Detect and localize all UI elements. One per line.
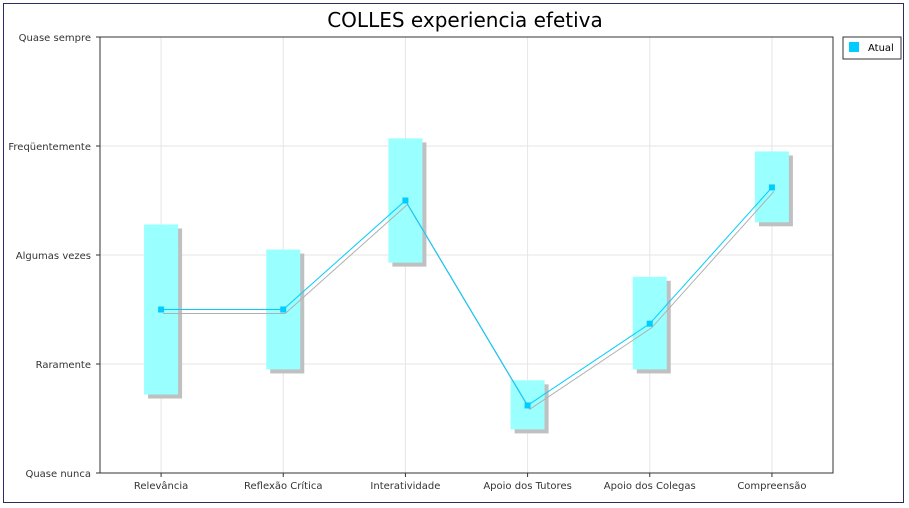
x-tick-label: Reflexão Crítica [244,480,322,492]
y-tick-label: Algumas vezes [16,251,91,262]
legend-label: Atual [868,43,894,54]
x-tick-label: Apoio dos Tutores [483,481,571,492]
y-axis-tick-labels: Quase nunca Raramente Algumas vezes Freqüen… [8,33,91,480]
y-tick-label: Quase sempre [19,33,91,44]
y-tick-label: Quase nunca [25,469,91,480]
legend-swatch [849,42,859,52]
y-tick-label: Freqüentemente [8,142,91,153]
legend: Atual [842,36,902,60]
x-axis-tick-labels: Relevância Reflexão Crítica Interatividade… [134,480,807,492]
series-points [158,184,775,409]
range-boxes [144,138,793,434]
data-point [158,306,165,313]
x-tick-label: Interatividade [370,481,440,492]
chart-title: COLLES experiencia efetiva [327,8,603,32]
data-point [768,184,775,191]
grid-lines [96,36,833,477]
x-tick-label: Relevância [134,480,188,492]
x-tick-label: Compreensão [737,481,806,492]
plot-area-border [99,36,834,474]
series-line [161,187,775,411]
series-line-shadow [163,191,775,411]
y-tick-label: Raramente [36,360,91,371]
x-tick-label: Apoio dos Colegas [604,481,696,492]
data-point [402,197,409,204]
data-point [646,320,653,327]
data-point [524,402,531,409]
series-line-atual [161,187,773,407]
data-point [280,306,287,313]
